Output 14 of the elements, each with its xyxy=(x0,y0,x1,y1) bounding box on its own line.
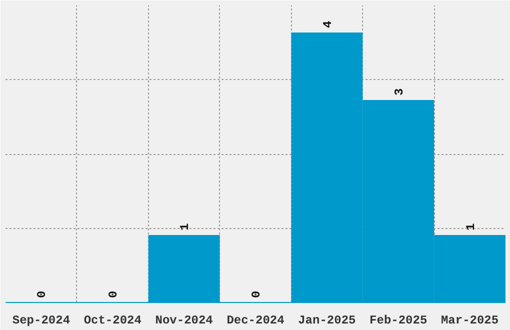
x-tick-label: Sep-2024 xyxy=(12,314,70,328)
x-tick-label: Oct-2024 xyxy=(84,314,142,328)
data-label: 1 xyxy=(464,223,478,231)
data-label: 0 xyxy=(35,290,50,298)
data-label: 0 xyxy=(250,290,264,298)
x-tick-label: Nov-2024 xyxy=(155,314,213,328)
data-label: 3 xyxy=(392,88,406,96)
data-label: 1 xyxy=(178,223,192,231)
x-tick-label: Dec-2024 xyxy=(226,314,284,328)
data-label: 0 xyxy=(106,290,121,298)
data-label: 4 xyxy=(320,20,335,28)
x-tick-label: Mar-2025 xyxy=(440,314,499,328)
x-tick-label: Jan-2025 xyxy=(298,314,356,328)
x-tick-label: Feb-2025 xyxy=(370,314,428,328)
